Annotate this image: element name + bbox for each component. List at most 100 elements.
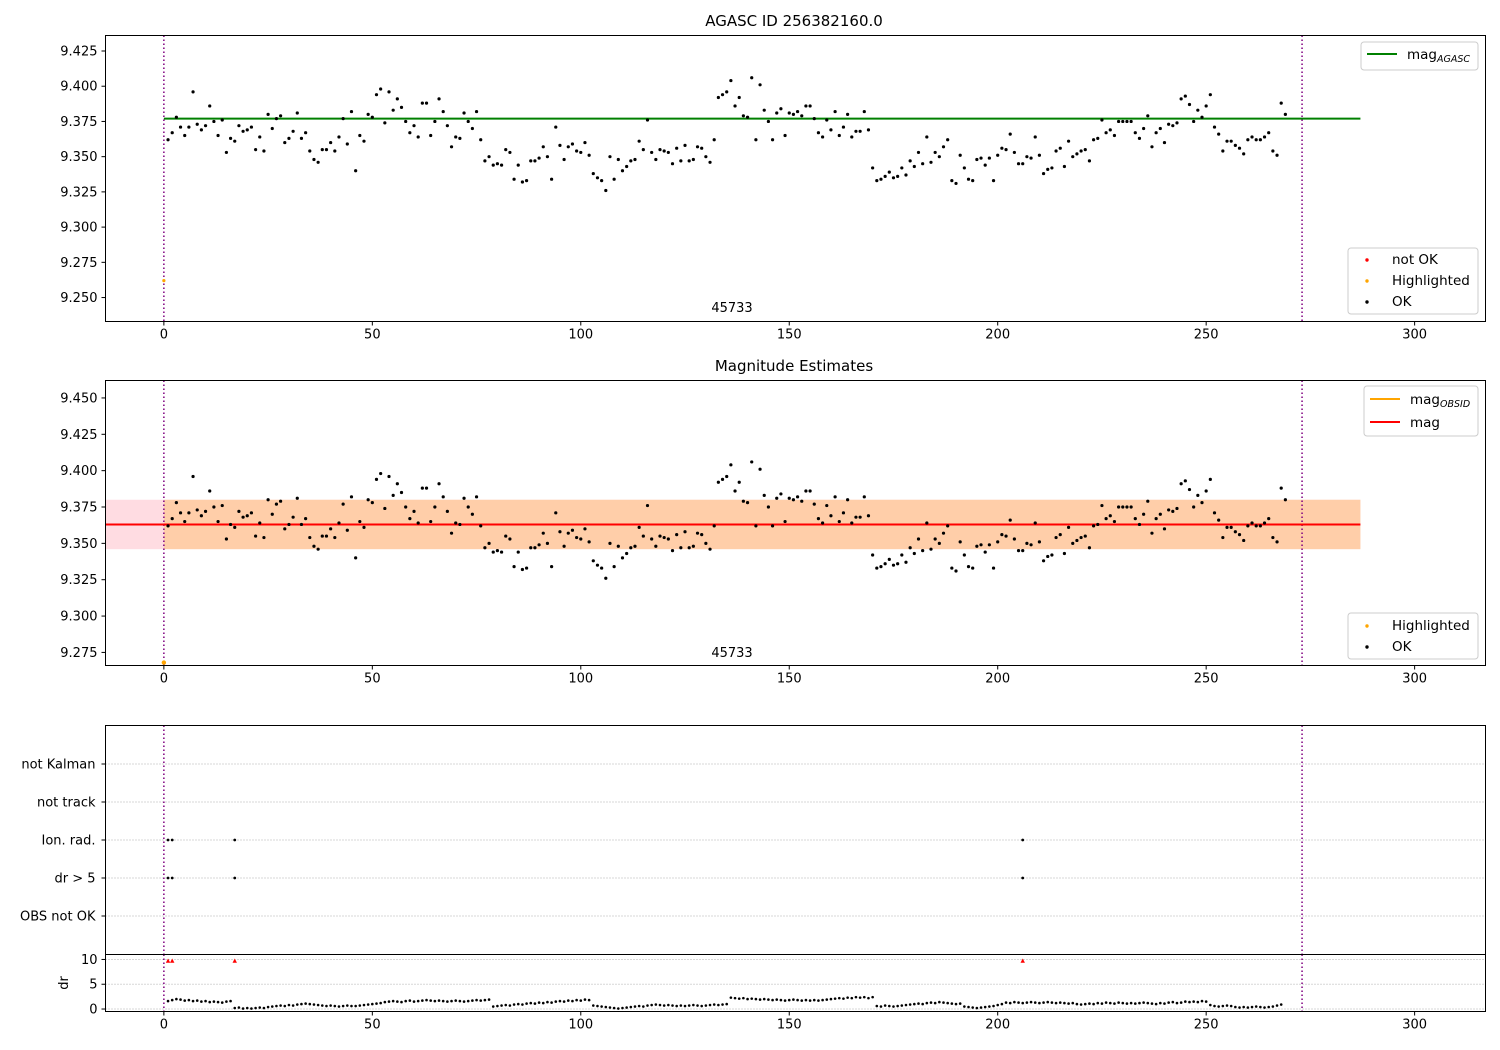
dr-point-263: [1263, 1006, 1266, 1009]
p2-point-44: [349, 495, 354, 499]
p1-point-256: [1233, 143, 1237, 147]
dr-point-134: [725, 1002, 729, 1006]
legend-mag-label: mag: [1410, 415, 1440, 431]
dr-point-252: [1217, 1005, 1220, 1008]
dr-point-174: [892, 1005, 895, 1008]
dr-point-20: [250, 1007, 253, 1010]
p1-point-188: [950, 179, 954, 183]
p2-point-32: [299, 522, 304, 527]
p1-point-239: [1162, 140, 1167, 145]
p2-point-19: [245, 514, 249, 518]
p2-point-131: [712, 524, 716, 528]
dr-point-266: [1275, 1004, 1279, 1007]
p1-point-250: [1208, 93, 1212, 97]
dr-point-197: [988, 1005, 991, 1008]
p1-xtick-label-5: 250: [1194, 328, 1219, 343]
flag-point-3-1: [170, 876, 174, 880]
p4-xtick-label-6: 300: [1402, 1018, 1427, 1033]
p2-point-144: [766, 505, 771, 509]
p2-point-141: [754, 524, 758, 528]
dr-point-0: [166, 999, 170, 1003]
p1-point-33: [304, 131, 308, 135]
p1-ytick-label-6: 9.400: [60, 80, 97, 95]
p2-point-135: [729, 463, 733, 467]
p1-point-131: [712, 138, 716, 142]
p1-point-123: [679, 159, 683, 163]
dr-point-133: [721, 1003, 724, 1006]
p2-point-233: [1137, 522, 1142, 527]
dr-point-126: [692, 1003, 695, 1007]
p2-point-267: [1279, 486, 1283, 490]
p1-point-50: [374, 93, 379, 97]
p2-point-85: [520, 567, 525, 572]
p2-point-123: [679, 546, 683, 550]
p2-point-80: [499, 550, 504, 554]
p1-point-135: [729, 78, 733, 83]
p2-point-192: [966, 565, 971, 569]
panel1-axes-frame: [105, 35, 1486, 322]
p1-point-3: [178, 125, 183, 129]
p1-point-105: [604, 188, 608, 193]
p2-point-70: [458, 522, 462, 527]
panel2-axes-frame: [105, 380, 1486, 666]
p1-point-56: [399, 105, 404, 109]
p1-point-150: [791, 112, 796, 116]
p1-point-191: [962, 166, 966, 170]
p1-point-5: [187, 125, 191, 129]
p1-point-180: [916, 150, 921, 155]
p1-point-124: [683, 143, 687, 147]
p1-point-22: [258, 135, 262, 139]
dr-point-62: [425, 998, 428, 1002]
p2-point-221: [1087, 546, 1092, 550]
dr-point-238: [1159, 1001, 1162, 1005]
dr-point-56: [400, 1000, 403, 1004]
p1-point-104: [600, 179, 604, 183]
p1-point-25: [270, 126, 274, 131]
p1-point-255: [1229, 139, 1233, 143]
p1-point-172: [883, 174, 887, 178]
p1-point-205: [1021, 162, 1025, 166]
p2-xtick-label-0: 0: [160, 672, 168, 687]
p1-point-4: [183, 133, 187, 138]
dr-point-28: [283, 1004, 287, 1008]
p2-point-30: [291, 515, 295, 519]
dr-point-188: [950, 1002, 954, 1005]
p1-point-13: [220, 118, 224, 122]
p1-point-232: [1133, 131, 1137, 135]
p2-point-57: [404, 505, 408, 509]
p2-point-204: [1016, 549, 1021, 553]
p2-point-220: [1083, 534, 1087, 538]
dr-point-111: [629, 1005, 633, 1009]
dr-panel: 0 50 100 150 200 250 300 0 5 10 dr: [57, 953, 1486, 1033]
p2-point-254: [1225, 525, 1229, 529]
p2-point-101: [587, 540, 591, 544]
p2-point-169: [871, 553, 875, 557]
p2-point-184: [933, 537, 937, 541]
p1-point-120: [666, 150, 670, 155]
dr-point-148: [783, 999, 787, 1002]
dr-point-18: [241, 1007, 245, 1010]
p2-point-246: [1192, 505, 1196, 509]
p1-point-39: [329, 140, 333, 145]
p2-point-255: [1229, 525, 1233, 529]
panel1-title: AGASC ID 256382160.0: [705, 12, 883, 30]
p2-point-262: [1258, 524, 1262, 528]
dr-point-180: [917, 1002, 920, 1005]
dr-point-35: [312, 1003, 316, 1006]
p1-point-203: [1012, 150, 1016, 155]
dr-point-228: [1117, 1001, 1120, 1004]
p2-ytick-label-1: 9.300: [60, 610, 97, 625]
p2-point-147: [779, 492, 783, 496]
p2-point-16: [233, 525, 237, 529]
p1-point-159: [829, 128, 833, 132]
dr-point-48: [366, 1003, 370, 1006]
dr-point-185: [938, 1000, 941, 1004]
dr-point-40: [333, 1004, 337, 1008]
p2-point-94: [558, 530, 562, 534]
p1-point-129: [704, 155, 708, 159]
flag-point-2-3: [1021, 838, 1025, 842]
p2-point-107: [612, 565, 616, 569]
p1-point-61: [420, 101, 424, 105]
p1-point-122: [675, 146, 679, 150]
p2-point-237: [1154, 517, 1158, 521]
